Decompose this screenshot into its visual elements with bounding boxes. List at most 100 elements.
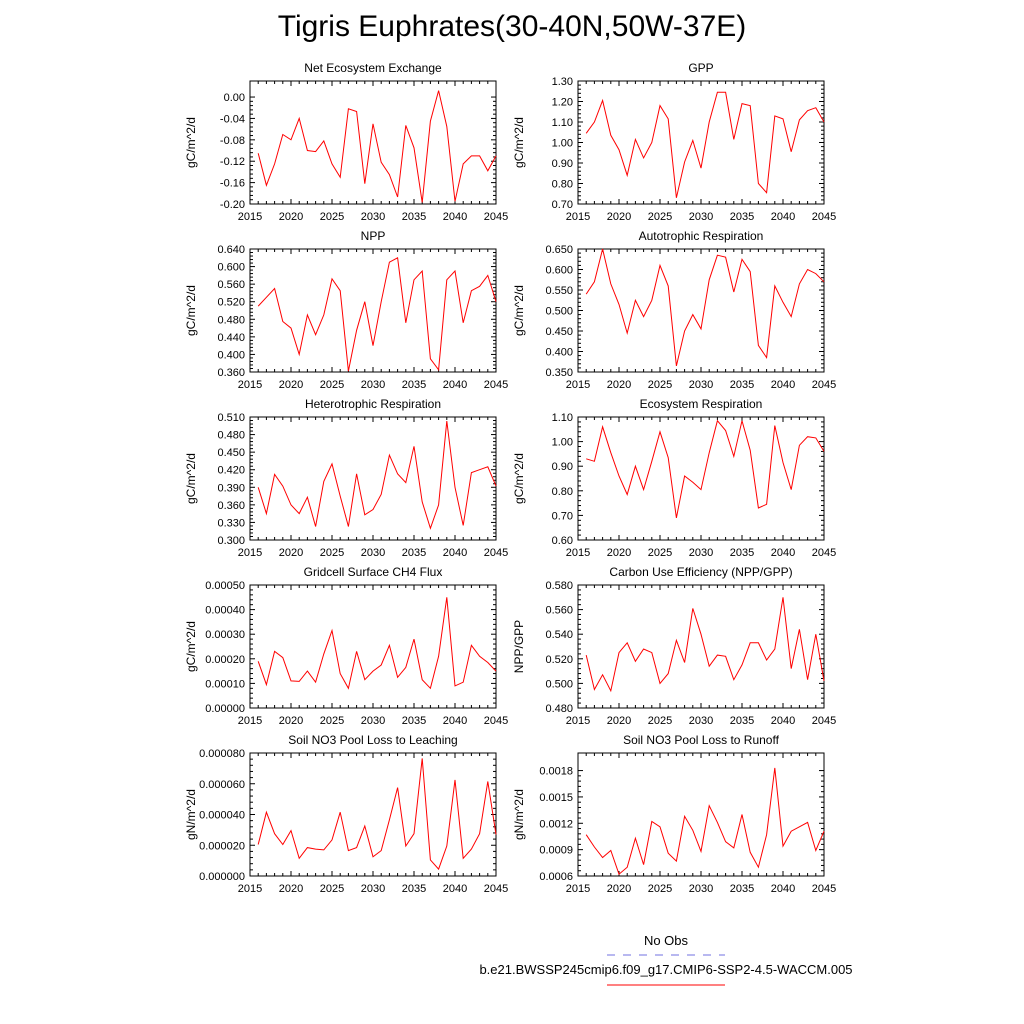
chart-7-xtick-label: 2045 (484, 715, 508, 727)
chart-2-xtick-label: 2035 (730, 211, 754, 223)
chart-2-series-line (585, 91, 825, 198)
chart-8-ytick-label: 0.560 (545, 605, 573, 617)
chart-8-xtick-label: 2020 (607, 715, 631, 727)
chart-1-ytick-label: -0.12 (220, 156, 245, 168)
chart-8-title: Carbon Use Efficiency (NPP/GPP) (609, 565, 792, 579)
chart-8-xtick-label: 2025 (648, 715, 672, 727)
chart-8-xtick-label: 2035 (730, 715, 754, 727)
chart-2-xtick-label: 2015 (566, 211, 590, 223)
chart-6-title: Ecosystem Respiration (640, 397, 763, 411)
chart-4-ytick-label: 0.550 (545, 285, 573, 297)
chart-1-ytick-label: -0.20 (220, 199, 245, 211)
chart-1-xtick-label: 2015 (238, 211, 262, 223)
chart-9-xtick-label: 2015 (238, 883, 262, 895)
chart-9-ytick-label: 0.000060 (199, 779, 245, 791)
chart-3-xtick-label: 2030 (361, 379, 385, 391)
chart-2-title: GPP (688, 61, 713, 75)
chart-4-xtick-label: 2015 (566, 379, 590, 391)
chart-4-xtick-label: 2020 (607, 379, 631, 391)
chart-2-xtick-label: 2025 (648, 211, 672, 223)
chart-10-xtick-label: 2020 (607, 883, 631, 895)
chart-4-ytick-label: 0.500 (545, 306, 573, 318)
chart-6-xtick-label: 2035 (730, 547, 754, 559)
chart-5-xtick-label: 2040 (443, 547, 467, 559)
chart-10-ytick-label: 0.0006 (539, 871, 573, 883)
page-title: Tigris Euphrates(30-40N,50W-37E) (277, 10, 747, 43)
chart-7-title: Gridcell Surface CH4 Flux (304, 565, 443, 579)
chart-4-ytick-label: 0.600 (545, 265, 573, 277)
chart-5-title: Heterotrophic Respiration (305, 397, 441, 411)
chart-4-ytick-label: 0.350 (545, 367, 573, 379)
chart-4-xtick-label: 2025 (648, 379, 672, 391)
chart-6-ytick-label: 0.60 (552, 535, 573, 547)
chart-9-xtick-label: 2030 (361, 883, 385, 895)
chart-3-ytick-label: 0.560 (217, 279, 245, 291)
chart-9-title: Soil NO3 Pool Loss to Leaching (288, 733, 457, 747)
chart-3-xtick-label: 2015 (238, 379, 262, 391)
chart-3-xtick-label: 2025 (320, 379, 344, 391)
chart-2-ytick-label: 0.70 (552, 199, 573, 211)
chart-5-xtick-label: 2035 (402, 547, 426, 559)
chart-10-series-line (585, 767, 825, 876)
chart-1-ytick-label: 0.00 (224, 92, 245, 104)
chart-3-ytick-label: 0.640 (217, 244, 245, 256)
chart-3-ytick-label: 0.600 (217, 262, 245, 274)
chart-8-ytick-label: 0.540 (545, 629, 573, 641)
chart-7-xtick-label: 2025 (320, 715, 344, 727)
chart-7-ytick-label: 0.00000 (205, 703, 245, 715)
chart-2-ytick-label: 1.00 (552, 138, 573, 150)
chart-8-ytick-label: 0.480 (545, 703, 573, 715)
chart-3-series-line (257, 257, 497, 372)
chart-3-ytick-label: 0.480 (217, 314, 245, 326)
chart-9-ylabel: gN/m^2/d (184, 789, 198, 840)
chart-3-xtick-label: 2020 (279, 379, 303, 391)
chart-3-xtick-label: 2045 (484, 379, 508, 391)
chart-5-xtick-label: 2020 (279, 547, 303, 559)
chart-5-ytick-label: 0.450 (217, 447, 245, 459)
chart-10-ytick-label: 0.0009 (539, 845, 573, 857)
chart-3-xtick-label: 2035 (402, 379, 426, 391)
chart-4-xtick-label: 2040 (771, 379, 795, 391)
chart-6-ytick-label: 1.10 (552, 412, 573, 424)
chart-3-xtick-label: 2040 (443, 379, 467, 391)
chart-6-xtick-label: 2020 (607, 547, 631, 559)
chart-4-title: Autotrophic Respiration (639, 229, 764, 243)
chart-1-ylabel: gC/m^2/d (184, 117, 198, 168)
chart-9-xtick-label: 2025 (320, 883, 344, 895)
chart-7-ytick-label: 0.00030 (205, 629, 245, 641)
chart-6-ytick-label: 0.90 (552, 461, 573, 473)
chart-6-xtick-label: 2040 (771, 547, 795, 559)
chart-2-ytick-label: 0.80 (552, 179, 573, 191)
chart-10-xtick-label: 2015 (566, 883, 590, 895)
chart-5-xtick-label: 2030 (361, 547, 385, 559)
chart-1-xtick-label: 2035 (402, 211, 426, 223)
chart-6-ytick-label: 0.70 (552, 510, 573, 522)
legend-model-label: b.e21.BWSSP245cmip6.f09_g17.CMIP6-SSP2-4… (479, 962, 852, 977)
chart-8-ytick-label: 0.500 (545, 678, 573, 690)
chart-10-xtick-label: 2045 (812, 883, 836, 895)
chart-2-xtick-label: 2040 (771, 211, 795, 223)
chart-10-ytick-label: 0.0018 (539, 766, 573, 778)
chart-4-ylabel: gC/m^2/d (512, 285, 526, 336)
chart-10-ytick-label: 0.0012 (539, 818, 573, 830)
chart-7-xtick-label: 2020 (279, 715, 303, 727)
chart-8-series-line (585, 597, 825, 693)
chart-1-xtick-label: 2040 (443, 211, 467, 223)
legend-obs-label: No Obs (644, 933, 689, 948)
chart-10-ytick-label: 0.0015 (539, 792, 573, 804)
chart-7-ytick-label: 0.00050 (205, 580, 245, 592)
chart-8-ytick-label: 0.580 (545, 580, 573, 592)
chart-6-xtick-label: 2015 (566, 547, 590, 559)
chart-1-ytick-label: -0.16 (220, 178, 245, 190)
chart-5-ylabel: gC/m^2/d (184, 453, 198, 504)
chart-10-xtick-label: 2025 (648, 883, 672, 895)
chart-7-ytick-label: 0.00040 (205, 605, 245, 617)
chart-1-xtick-label: 2030 (361, 211, 385, 223)
chart-2-xtick-label: 2030 (689, 211, 713, 223)
chart-5-xtick-label: 2025 (320, 547, 344, 559)
chart-7-series-line (257, 597, 497, 690)
chart-7-ytick-label: 0.00020 (205, 654, 245, 666)
chart-9-xtick-label: 2035 (402, 883, 426, 895)
